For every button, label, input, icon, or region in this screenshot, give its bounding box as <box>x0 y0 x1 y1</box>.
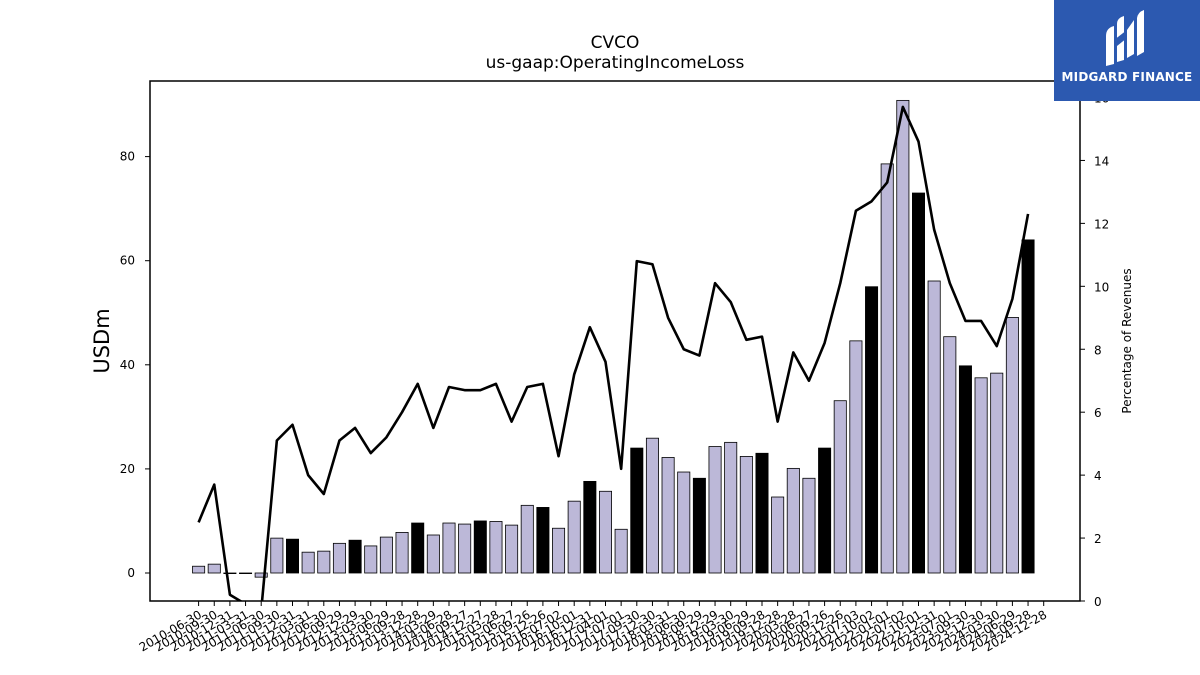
bar <box>1005 317 1019 574</box>
bar <box>583 480 597 574</box>
chart-subtitle: us-gaap:OperatingIncomeLoss <box>486 53 745 73</box>
bar <box>411 522 425 574</box>
bar <box>927 280 941 574</box>
bar <box>489 521 503 574</box>
bar <box>332 542 346 574</box>
y-tick-label: 0 <box>127 566 135 580</box>
bar <box>974 377 988 574</box>
y2-tick-label: 14 <box>1094 154 1109 168</box>
bar <box>1021 239 1035 574</box>
bar <box>802 477 816 574</box>
x-axis: 2010-06-302010-09-302010-12-312011-03-31… <box>137 601 1049 654</box>
y2-tick-label: 0 <box>1094 595 1102 609</box>
bar <box>270 537 284 574</box>
bar <box>912 192 926 574</box>
y2-tick-label: 4 <box>1094 469 1102 483</box>
bar <box>739 456 753 574</box>
bar <box>645 437 659 574</box>
brand-name: MIDGARD FINANCE <box>1061 70 1193 84</box>
y-axis-left: 0 20 40 60 80 <box>120 150 150 580</box>
y-tick-label: 80 <box>120 150 135 164</box>
y2-tick-label: 8 <box>1094 343 1102 357</box>
bar <box>364 545 378 574</box>
bar <box>458 523 472 574</box>
bar <box>395 532 409 574</box>
bar <box>708 446 722 574</box>
y2-tick-label: 12 <box>1094 217 1109 231</box>
brand-logo: MIDGARD FINANCE <box>1054 0 1200 101</box>
y2-tick-label: 2 <box>1094 532 1102 546</box>
bar <box>692 477 706 574</box>
bar <box>755 452 769 574</box>
midgard-logo-icon <box>1106 10 1144 66</box>
bar <box>520 504 534 574</box>
bar <box>943 336 957 574</box>
chart-title: CVCO <box>591 33 640 53</box>
bar <box>677 471 691 574</box>
y-axis-right: 0246810121416 <box>1080 92 1109 609</box>
series-line <box>197 105 1030 601</box>
bar <box>661 457 675 574</box>
y-axis-label: USDm <box>90 308 114 373</box>
bar <box>254 572 268 578</box>
y-tick-label: 40 <box>120 358 135 372</box>
bar <box>426 534 440 574</box>
bar <box>896 99 910 574</box>
plot-frame <box>149 80 1081 602</box>
line-series <box>197 105 1030 601</box>
bar <box>239 572 253 575</box>
bar <box>786 467 800 574</box>
bar <box>348 539 362 574</box>
bar <box>379 536 393 574</box>
y2-tick-label: 6 <box>1094 406 1102 420</box>
bar <box>614 528 628 574</box>
bar-series <box>192 99 1035 578</box>
bar <box>442 522 456 574</box>
bar <box>818 447 832 574</box>
bar <box>301 551 315 574</box>
bar <box>207 563 221 574</box>
bar <box>880 163 894 574</box>
bar <box>833 400 847 574</box>
bar <box>630 447 644 574</box>
bar <box>505 524 519 574</box>
bar <box>771 496 785 574</box>
bar <box>567 500 581 574</box>
bar <box>865 286 879 574</box>
y-tick-label: 20 <box>120 462 135 476</box>
y-tick-label: 60 <box>120 254 135 268</box>
bar <box>285 538 299 574</box>
bar <box>317 550 331 574</box>
bar <box>552 527 566 574</box>
bar <box>223 572 237 575</box>
y2-tick-label: 10 <box>1094 280 1109 294</box>
bar <box>724 441 738 574</box>
bar <box>599 490 613 574</box>
bar <box>990 372 1004 574</box>
bar <box>192 565 206 574</box>
bar <box>849 340 863 574</box>
bar <box>473 520 487 574</box>
bar <box>536 507 550 574</box>
bar <box>958 365 972 574</box>
y2-axis-label: Percentage of Revenues <box>1120 268 1134 413</box>
